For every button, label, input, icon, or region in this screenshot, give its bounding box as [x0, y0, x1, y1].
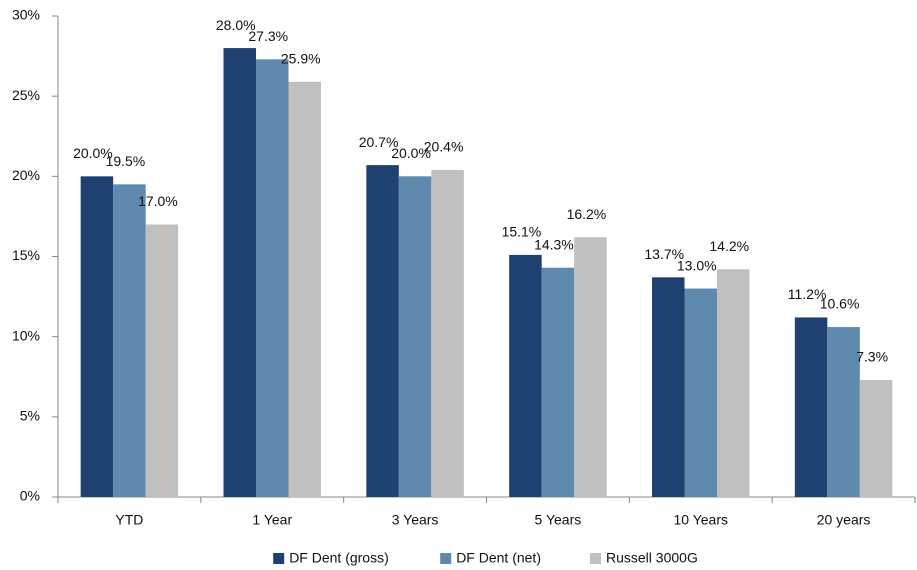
y-tick-label: 20%	[12, 167, 40, 183]
y-tick-label: 30%	[12, 7, 40, 23]
x-tick-label: 20 years	[817, 512, 871, 528]
value-label: 13.0%	[677, 257, 717, 273]
bar	[113, 184, 146, 497]
y-tick-label: 10%	[12, 327, 40, 343]
bar	[80, 176, 114, 498]
legend-label: DF Dent (net)	[456, 550, 541, 566]
value-label: 20.0%	[73, 145, 113, 161]
x-tick-label: YTD	[115, 512, 143, 528]
value-label: 20.4%	[424, 139, 464, 155]
value-label: 16.2%	[567, 206, 607, 222]
legend-label: Russell 3000G	[606, 550, 698, 566]
legend-swatch	[440, 553, 452, 564]
bar	[431, 169, 464, 498]
bar	[398, 176, 432, 498]
value-label: 14.2%	[709, 238, 749, 254]
value-label: 7.3%	[856, 349, 888, 365]
value-label: 13.7%	[644, 246, 684, 262]
value-label: 11.2%	[788, 286, 827, 302]
legend-swatch	[590, 553, 601, 564]
bar	[223, 48, 256, 498]
x-tick-label: 1 Year	[252, 512, 292, 528]
bar	[256, 59, 289, 497]
bar	[541, 267, 575, 497]
bar	[717, 269, 750, 497]
value-label: 17.0%	[138, 193, 178, 209]
value-label: 27.3%	[248, 28, 288, 44]
x-tick-label: 5 Years	[535, 512, 582, 528]
bar	[574, 237, 607, 497]
bar	[509, 254, 542, 497]
value-label: 14.3%	[534, 236, 574, 252]
y-tick-label: 0%	[20, 488, 40, 504]
value-label: 10.6%	[820, 296, 860, 312]
bar	[859, 379, 893, 497]
bar	[794, 317, 828, 497]
value-label: 28.0%	[216, 17, 256, 33]
bar	[652, 277, 685, 497]
legend-label: DF Dent (gross)	[289, 550, 389, 566]
bar	[145, 224, 179, 497]
bar	[288, 81, 321, 497]
bar	[827, 327, 860, 497]
y-tick-label: 5%	[20, 408, 40, 424]
value-label: 25.9%	[281, 50, 321, 66]
legend-swatch	[273, 553, 285, 564]
value-label: 20.0%	[391, 145, 431, 161]
value-label: 19.5%	[106, 153, 146, 169]
value-label: 15.1%	[502, 224, 542, 240]
x-tick-label: 3 Years	[392, 512, 439, 528]
value-label: 20.7%	[359, 134, 399, 150]
x-tick-label: 10 Years	[674, 512, 729, 528]
bar	[684, 288, 717, 497]
bar	[366, 165, 399, 498]
y-tick-label: 25%	[12, 87, 40, 103]
y-tick-label: 15%	[12, 247, 40, 263]
